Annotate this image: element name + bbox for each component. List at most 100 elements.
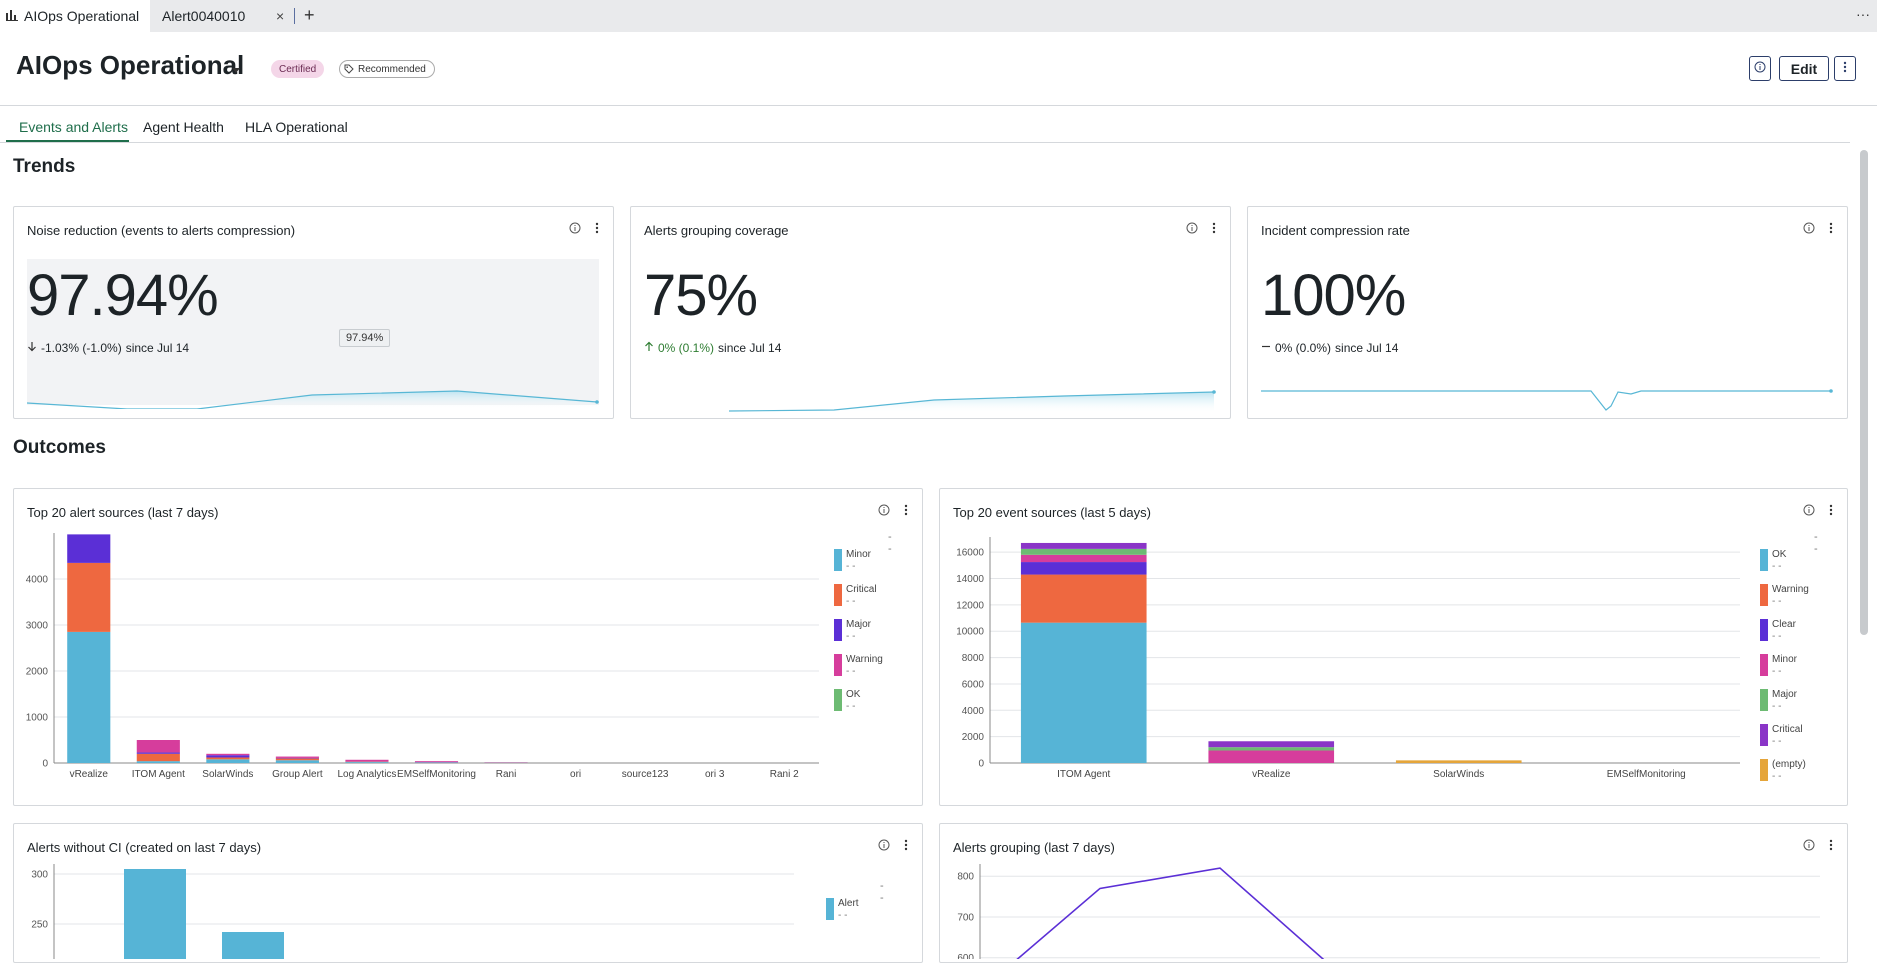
bar-segment: [276, 757, 319, 758]
tab-agent-health[interactable]: Agent Health: [143, 119, 224, 135]
kpi-change: -1.03% (-1.0%) since Jul 14: [27, 341, 189, 355]
x-tick-label: SolarWinds: [1433, 769, 1484, 780]
tab-events-and-alerts[interactable]: Events and Alerts: [19, 119, 128, 135]
info-icon[interactable]: [1803, 838, 1815, 856]
legend-label: Major: [846, 619, 871, 630]
y-tick-label: 250: [31, 920, 48, 931]
legend-swatch: [1760, 549, 1768, 571]
kpi-change: 0% (0.1%) since Jul 14: [644, 341, 781, 355]
kebab-icon: [1843, 60, 1847, 78]
legend-item[interactable]: Minor- -: [1760, 654, 1840, 680]
legend-item[interactable]: Major- -: [834, 619, 914, 645]
y-tick-label: 10000: [956, 627, 984, 638]
legend-item[interactable]: Major- -: [1760, 689, 1840, 715]
bar-segment: [1021, 549, 1147, 555]
legend-label: Critical: [846, 584, 877, 595]
legend-swatch: [1760, 619, 1768, 641]
browser-tab-alert[interactable]: Alert0040010 ×: [162, 0, 290, 32]
legend-swatch: [834, 549, 842, 571]
x-tick-label: Log Analytics: [337, 769, 396, 780]
legend-swatch: [834, 654, 842, 676]
legend-item[interactable]: OK- -: [1760, 549, 1840, 575]
bar-segment: [1021, 623, 1147, 763]
bar-segment: [137, 761, 180, 763]
kebab-icon[interactable]: [1829, 503, 1833, 521]
kpi-value: 75%: [644, 262, 757, 329]
kebab-icon[interactable]: [595, 221, 599, 239]
edit-button[interactable]: Edit: [1779, 56, 1829, 81]
kpi-value: 97.94%: [27, 262, 218, 329]
kpi-value: 100%: [1261, 262, 1405, 329]
chevron-down-icon[interactable]: [230, 62, 242, 80]
more-icon[interactable]: ···: [1856, 6, 1870, 22]
browser-tab-label: AIOps Operational: [24, 8, 139, 24]
kpi-card-alerts-grouping-coverage: Alerts grouping coverage 75% 0% (0.1%) s…: [630, 206, 1231, 419]
x-tick-label: vRealize: [1252, 769, 1291, 780]
legend-item[interactable]: (empty)- -: [1760, 759, 1840, 785]
arrow-up-icon: [644, 341, 654, 355]
bar-segment: [1208, 741, 1334, 747]
series-line: [1000, 868, 1340, 959]
scrollbar[interactable]: [1860, 150, 1868, 635]
header-divider: [0, 105, 1877, 106]
legend-item[interactable]: Critical- -: [1760, 724, 1840, 750]
chart-title: Top 20 event sources (last 5 days): [953, 505, 1151, 520]
new-tab-button[interactable]: +: [304, 5, 315, 26]
info-icon[interactable]: [1186, 221, 1198, 239]
kpi-change: 0% (0.0%) since Jul 14: [1261, 341, 1398, 355]
legend-item[interactable]: Clear- -: [1760, 619, 1840, 645]
x-tick-label: Rani 2: [770, 769, 799, 780]
legend-value: - -: [846, 631, 855, 642]
bar-segment: [276, 760, 319, 763]
y-tick-label: 300: [31, 870, 48, 881]
legend-label: Major: [1772, 689, 1797, 700]
y-tick-label: 16000: [956, 548, 984, 559]
legend-item[interactable]: Critical- -: [834, 584, 914, 610]
bar-segment: [206, 754, 249, 755]
legend-label: Clear: [1772, 619, 1796, 630]
info-icon[interactable]: [878, 838, 890, 856]
kpi-title: Alerts grouping coverage: [644, 223, 789, 238]
legend-item[interactable]: Warning- -: [1760, 584, 1840, 610]
kpi-change-value: 0% (0.1%): [658, 341, 714, 355]
info-icon[interactable]: [1803, 503, 1815, 521]
tag-icon: [344, 64, 354, 74]
y-tick-label: 600: [957, 953, 974, 959]
kebab-icon[interactable]: [904, 838, 908, 856]
x-tick-label: ori 3: [705, 769, 725, 780]
info-icon[interactable]: [1803, 221, 1815, 239]
legend-swatch: [834, 689, 842, 711]
active-tab-indicator: [6, 140, 129, 142]
chart-title: Top 20 alert sources (last 7 days): [27, 505, 218, 520]
bar-chart: 0200040006000800010000120001400016000ITO…: [940, 533, 1752, 803]
y-tick-label: 14000: [956, 574, 984, 585]
kebab-icon[interactable]: [1829, 838, 1833, 856]
legend-value: - -: [1772, 561, 1781, 572]
bar-segment: [137, 754, 180, 761]
kebab-icon[interactable]: [904, 503, 908, 521]
legend-item[interactable]: Alert- -: [826, 898, 906, 924]
kpi-title: Noise reduction (events to alerts compre…: [27, 223, 295, 238]
more-options-button[interactable]: [1834, 56, 1856, 81]
bar-segment: [1021, 555, 1147, 562]
bar-segment: [1396, 760, 1522, 763]
browser-tab-aiops[interactable]: AIOps Operational: [0, 0, 150, 32]
legend-item[interactable]: OK- -: [834, 689, 914, 715]
legend-label: Warning: [846, 654, 883, 665]
tab-hla-operational[interactable]: HLA Operational: [245, 119, 348, 135]
close-icon[interactable]: ×: [276, 8, 284, 24]
legend-value: - -: [846, 701, 855, 712]
bar-segment: [1021, 543, 1147, 549]
legend-item[interactable]: Minor- -: [834, 549, 914, 575]
sparkline: [644, 387, 1216, 413]
legend-value: - -: [1772, 631, 1781, 642]
info-icon[interactable]: [878, 503, 890, 521]
info-button[interactable]: [1749, 56, 1771, 81]
kebab-icon[interactable]: [1829, 221, 1833, 239]
sparkline: [1261, 382, 1833, 412]
info-icon[interactable]: [569, 221, 581, 239]
legend-item[interactable]: Warning- -: [834, 654, 914, 680]
kebab-icon[interactable]: [1212, 221, 1216, 239]
bar-chart: 250 300: [14, 864, 814, 959]
